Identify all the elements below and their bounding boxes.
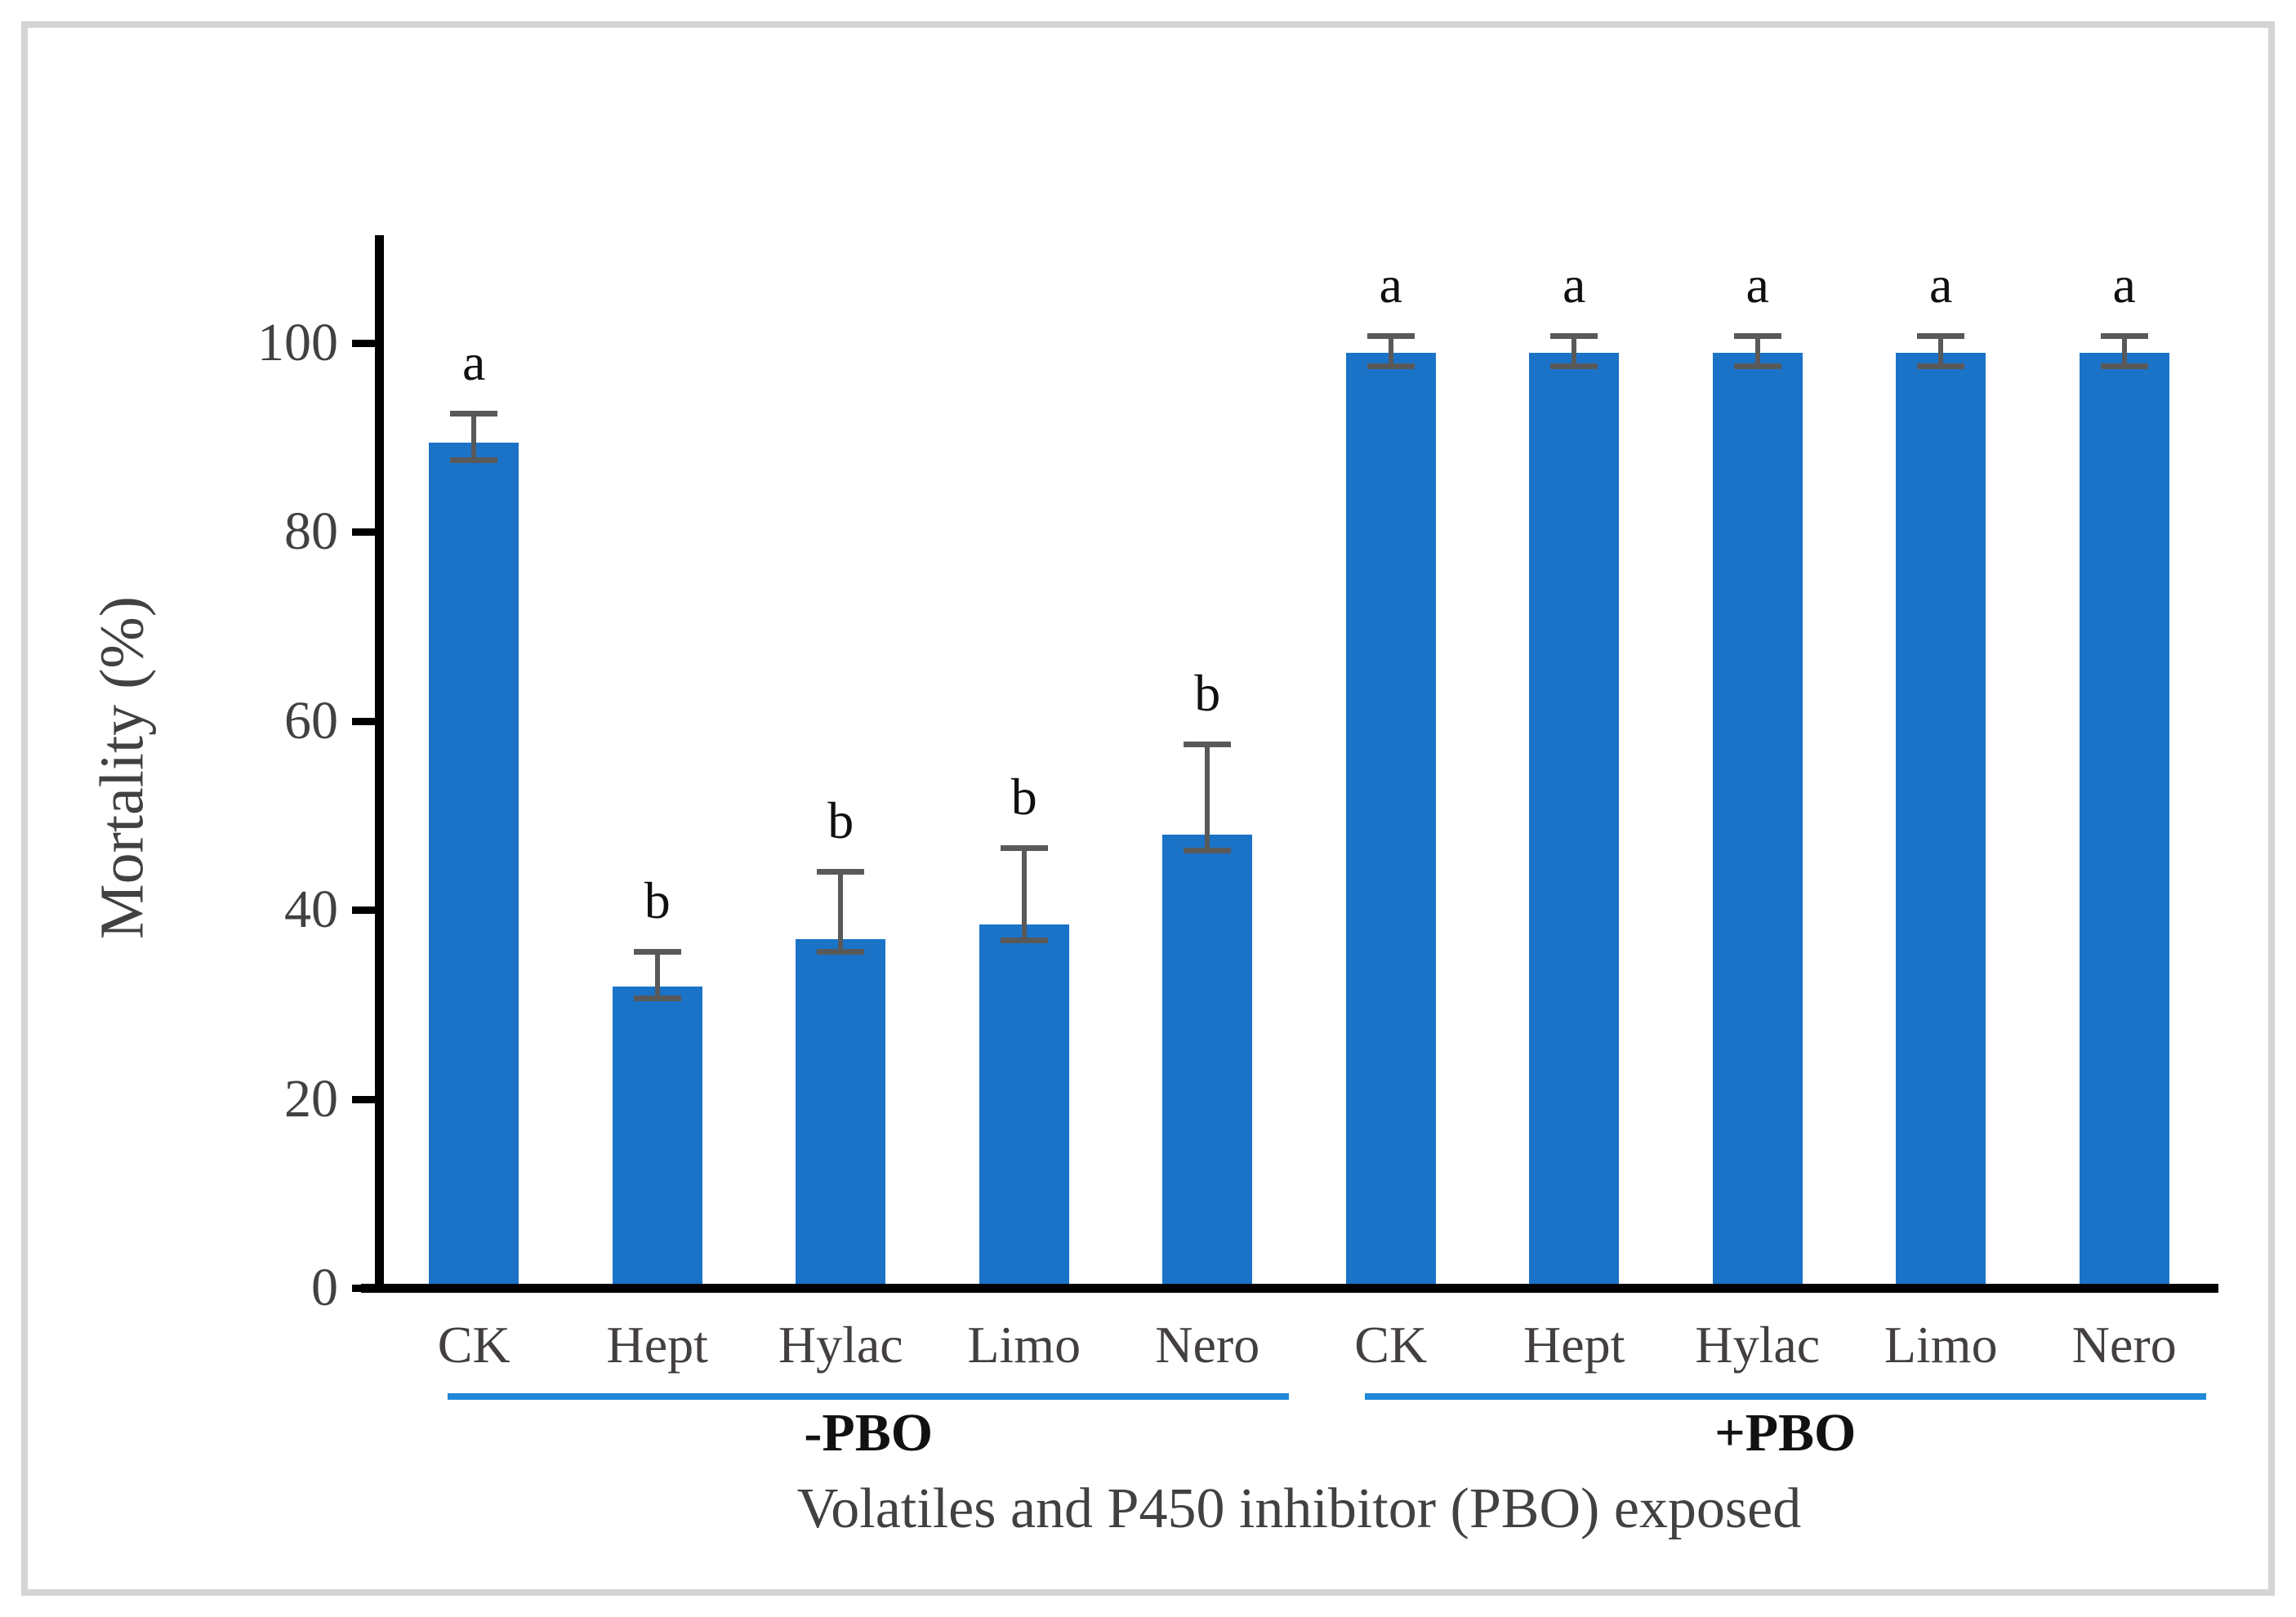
bar	[1712, 353, 1803, 1284]
significance-letter: b	[1010, 767, 1037, 826]
error-bar-cap-top	[1184, 741, 1232, 747]
category-label: CK	[1354, 1316, 1428, 1374]
error-bar-cap-bottom	[450, 457, 498, 463]
error-bar-cap-top	[1733, 332, 1781, 339]
category-label: Hept	[606, 1316, 708, 1374]
figure-border	[21, 21, 2275, 1596]
significance-letter: b	[1194, 663, 1221, 722]
error-bar-line	[654, 953, 660, 998]
error-bar-cap-top	[2100, 332, 2148, 339]
error-bar-cap-bottom	[2100, 363, 2148, 370]
category-label: Hylac	[778, 1316, 903, 1374]
significance-letter: a	[1745, 255, 1769, 314]
category-label: CK	[437, 1316, 510, 1374]
error-bar-cap-top	[1000, 844, 1048, 851]
error-bar-line	[1938, 336, 1944, 366]
significance-letter: a	[462, 332, 486, 391]
error-bar-line	[1754, 336, 1760, 366]
bar	[979, 924, 1069, 1284]
bar	[2079, 353, 2169, 1284]
y-tick-label: 60	[284, 690, 338, 751]
error-bar-cap-top	[450, 410, 498, 416]
error-bar-line	[2121, 336, 2127, 366]
error-bar-cap-bottom	[817, 948, 865, 955]
category-label: Limo	[967, 1316, 1081, 1374]
error-bar-cap-top	[817, 868, 865, 875]
y-tick	[352, 1095, 375, 1103]
error-bar-cap-top	[1917, 332, 1965, 339]
error-bar-line	[1572, 336, 1577, 366]
significance-letter: a	[1379, 255, 1402, 314]
significance-letter: b	[827, 791, 854, 849]
error-bar-cap-top	[1550, 332, 1598, 339]
error-bar-line	[838, 872, 844, 951]
error-bar-cap-bottom	[1733, 363, 1781, 370]
error-bar-cap-bottom	[1000, 937, 1048, 943]
bar	[429, 443, 519, 1284]
bar	[1896, 353, 1986, 1284]
error-bar-line	[471, 414, 477, 459]
error-bar-cap-bottom	[1184, 847, 1232, 853]
category-label: Nero	[1155, 1316, 1260, 1374]
error-bar-cap-bottom	[1550, 363, 1598, 370]
x-axis-title: Volatiles and P450 inhibitor (PBO) expos…	[796, 1477, 1802, 1540]
significance-letter: a	[1563, 255, 1586, 314]
y-tick-label: 0	[311, 1258, 338, 1317]
error-bar-line	[1021, 849, 1027, 939]
group-underline-minus-pbo	[448, 1393, 1290, 1400]
bar	[1529, 353, 1620, 1284]
error-bar-line	[1388, 336, 1393, 366]
error-bar-line	[1205, 745, 1210, 849]
group-label-plus-pbo: +PBO	[1714, 1403, 1857, 1463]
y-tick-label: 100	[257, 313, 338, 372]
significance-letter: b	[644, 871, 671, 930]
y-tick-label: 20	[284, 1068, 338, 1129]
y-tick-label: 40	[284, 880, 338, 940]
x-axis-line	[361, 1284, 2218, 1293]
category-label: Hept	[1523, 1316, 1625, 1374]
group-underline-plus-pbo	[1364, 1393, 2206, 1400]
bar	[612, 986, 702, 1284]
error-bar-cap-bottom	[1917, 363, 1965, 370]
group-label-minus-pbo: -PBO	[804, 1403, 934, 1463]
y-axis-line	[375, 235, 384, 1293]
error-bar-cap-bottom	[1366, 363, 1415, 370]
bar	[1345, 353, 1436, 1284]
bar	[1162, 835, 1253, 1284]
category-label: Hylac	[1695, 1316, 1821, 1374]
category-label: Limo	[1884, 1316, 1998, 1374]
category-label: Nero	[2071, 1316, 2177, 1374]
error-bar-cap-top	[633, 949, 681, 956]
significance-letter: a	[1929, 255, 1953, 314]
significance-letter: a	[2112, 255, 2136, 314]
error-bar-cap-top	[1366, 332, 1415, 339]
error-bar-cap-bottom	[633, 996, 681, 1002]
y-tick	[352, 906, 375, 915]
y-tick-label: 80	[284, 501, 338, 562]
bar	[796, 938, 886, 1284]
y-tick	[352, 528, 375, 537]
y-tick	[352, 717, 375, 725]
y-tick	[352, 340, 375, 347]
